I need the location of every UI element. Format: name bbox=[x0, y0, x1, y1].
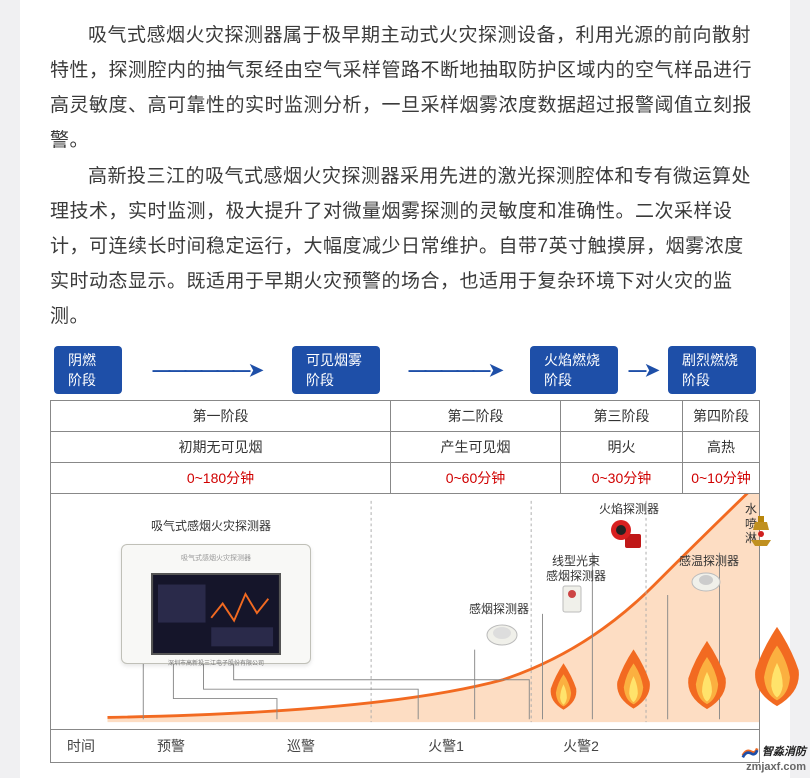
cell-t1: 0~180分钟 bbox=[51, 463, 391, 493]
watermark-url: zmjaxf.com bbox=[746, 761, 806, 773]
detector-footer: 深圳市高新投三江电子股份有限公司 bbox=[130, 658, 302, 667]
badge-stage-2: 可见烟雾阶段 bbox=[292, 346, 380, 394]
cell-t2: 0~60分钟 bbox=[391, 463, 561, 493]
cell-d3: 明火 bbox=[561, 432, 683, 462]
flame-3 bbox=[676, 634, 738, 716]
arrow-3: —➤ bbox=[618, 360, 668, 381]
badge-stage-4: 剧烈燃烧阶段 bbox=[668, 346, 756, 394]
badge-stage-1: 阴燃阶段 bbox=[54, 346, 122, 394]
paragraph-2: 高新投三江的吸气式感烟火灾探测器采用先进的激光探测腔体和专有微运算处理技术，实时… bbox=[50, 159, 760, 335]
cell-h4: 第四阶段 bbox=[683, 401, 759, 431]
sprinkler-icon bbox=[749, 516, 773, 550]
flame-1 bbox=[541, 659, 586, 714]
cell-d4: 高热 bbox=[683, 432, 759, 462]
fire-diagram: 吸气式感烟火灾探测器 吸气式感烟火灾探测器 深圳市高新投三江电子股份有限公司 感… bbox=[51, 494, 759, 729]
table-row-header: 第一阶段 第二阶段 第三阶段 第四阶段 bbox=[51, 401, 759, 432]
time-mark-2: 巡警 bbox=[231, 730, 371, 762]
stage-badge-row: 阴燃阶段 ——————➤ 可见烟雾阶段 —————➤ 火焰燃烧阶段 —➤ 剧烈燃… bbox=[50, 346, 760, 394]
cell-h3: 第三阶段 bbox=[561, 401, 683, 431]
paragraph-1: 吸气式感烟火灾探测器属于极早期主动式火灾探测设备，利用光源的前向散射特性，探测腔… bbox=[50, 18, 760, 159]
time-mark-4: 火警2 bbox=[521, 730, 641, 762]
stage-table: 第一阶段 第二阶段 第三阶段 第四阶段 初期无可见烟 产生可见烟 明火 高热 0… bbox=[50, 400, 760, 763]
cell-t3: 0~30分钟 bbox=[561, 463, 683, 493]
flame-detector-label: 火焰探测器 bbox=[599, 502, 659, 516]
watermark: 智淼消防 zmjaxf.com bbox=[741, 743, 806, 774]
cell-h1: 第一阶段 bbox=[51, 401, 391, 431]
detector-screen bbox=[151, 573, 281, 655]
badge-stage-3: 火焰燃烧阶段 bbox=[530, 346, 618, 394]
table-row-time: 0~180分钟 0~60分钟 0~30分钟 0~10分钟 bbox=[51, 463, 759, 494]
cell-d2: 产生可见烟 bbox=[391, 432, 561, 462]
heat-detector-icon bbox=[691, 570, 721, 594]
time-mark-1: 预警 bbox=[111, 730, 231, 762]
smoke-detector-label: 感烟探测器 bbox=[469, 602, 529, 616]
heat-detector-label: 感温探测器 bbox=[679, 554, 739, 568]
arrow-1: ——————➤ bbox=[122, 360, 292, 381]
cell-h2: 第二阶段 bbox=[391, 401, 561, 431]
table-row-desc: 初期无可见烟 产生可见烟 明火 高热 bbox=[51, 432, 759, 463]
cell-d1: 初期无可见烟 bbox=[51, 432, 391, 462]
arrow-2: —————➤ bbox=[380, 360, 530, 381]
beam-detector-icon bbox=[561, 584, 583, 614]
detector-caption: 吸气式感烟火灾探测器 bbox=[130, 553, 302, 563]
time-mark-3: 火警1 bbox=[371, 730, 521, 762]
flame-detector-icon bbox=[609, 516, 643, 550]
timeline-row: 时间 预警 巡警 火警1 火警2 bbox=[51, 729, 759, 762]
beam-detector-label: 线型光束 感烟探测器 bbox=[546, 554, 606, 583]
time-label: 时间 bbox=[51, 730, 111, 762]
detector-panel: 吸气式感烟火灾探测器 深圳市高新投三江电子股份有限公司 bbox=[121, 544, 311, 664]
flame-4 bbox=[741, 619, 810, 714]
flame-2 bbox=[606, 644, 661, 714]
watermark-brand: 智淼消防 bbox=[762, 746, 806, 758]
watermark-logo-icon bbox=[741, 743, 759, 761]
smoke-detector-icon bbox=[486, 619, 518, 651]
detector-label: 吸气式感烟火灾探测器 bbox=[151, 519, 271, 533]
cell-t4: 0~10分钟 bbox=[683, 463, 759, 493]
